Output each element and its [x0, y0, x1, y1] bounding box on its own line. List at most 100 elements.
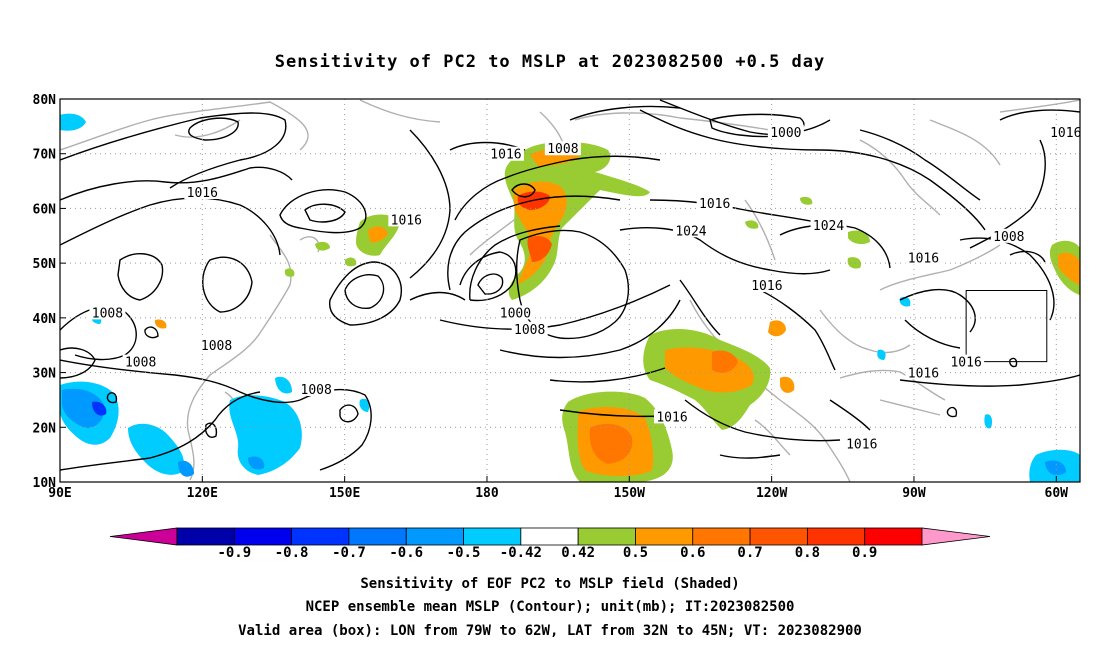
contour-labels: 1016 1008 1008 1008 1008 1016 1016 1008 1000 1008… — [89, 124, 1081, 453]
contour-label-bg — [748, 278, 785, 293]
shade-epac-darkorange — [712, 350, 738, 373]
lat-tick-label: 50N — [33, 257, 57, 272]
contour-label-bg — [905, 250, 942, 265]
contour-label: 1008 — [125, 356, 156, 371]
shade-wpac-green-2 — [315, 241, 330, 251]
shade-north-green — [745, 220, 759, 229]
shade-epac-orange-3 — [780, 376, 795, 393]
shade-neg-blue-3 — [248, 456, 265, 470]
caption-line-2: NCEP ensemble mean MSLP (Contour); unit(… — [306, 599, 795, 615]
caption-line-1: Sensitivity of EOF PC2 to MSLP field (Sh… — [360, 576, 739, 592]
lat-tick-label: 20N — [33, 421, 57, 436]
shade-neg-lightblue-8 — [877, 349, 886, 360]
contour-label: 1024 — [675, 224, 706, 239]
shade-neg-lightblue-5 — [60, 113, 86, 131]
colorbar-swatch — [291, 527, 350, 546]
colorbar-swatch — [864, 527, 923, 546]
contour-label-bg — [511, 321, 548, 336]
lon-tick-label: 150W — [614, 486, 645, 501]
contour-label: 1000 — [500, 306, 531, 321]
shade-neg-lightblue-4 — [275, 376, 292, 394]
contour-label: 1016 — [490, 148, 521, 163]
shade-neg-lightblue-9 — [984, 414, 993, 429]
colorbar-label: 0.42 — [561, 545, 595, 561]
colorbar-under-triangle — [109, 527, 178, 546]
colorbar-swatch — [577, 527, 636, 546]
colorbar-label: -0.42 — [500, 545, 542, 561]
contour-label: 1008 — [514, 323, 545, 338]
contour-label: 1016 — [187, 186, 218, 201]
lat-tick-label: 40N — [33, 312, 57, 327]
contour-label-bg — [1047, 124, 1080, 139]
figure-title: Sensitivity of PC2 to MSLP at 2023082500… — [275, 52, 826, 72]
contour-label-bg — [767, 124, 804, 139]
valid-area-box — [965, 290, 1048, 363]
contour-label-bg — [948, 354, 985, 369]
contour-label-bg — [843, 436, 880, 451]
contour-label: 1008 — [92, 306, 123, 321]
colorbar-label: 0.6 — [680, 545, 705, 561]
contour-label-bg — [298, 381, 335, 396]
contour-label-bg — [184, 185, 221, 200]
colorbar-label: 0.5 — [623, 545, 648, 561]
colorbar-swatch — [806, 527, 866, 546]
caption-line-3: Valid area (box): LON from 79W to 62W, L… — [238, 623, 862, 639]
lon-tick-label: 150E — [329, 486, 360, 501]
contour-label: 1016 — [846, 438, 877, 453]
colorbar-swatch — [692, 527, 751, 546]
colorbar-over-triangle — [921, 527, 991, 546]
contour-label: 1016 — [908, 367, 939, 382]
contour-label: 1024 — [813, 219, 844, 234]
lat-tick-label: 70N — [33, 148, 57, 163]
contour-label: 1016 — [950, 356, 981, 371]
contour-label: 1016 — [656, 410, 687, 425]
colorbar-label: -0.9 — [217, 545, 251, 561]
shade-neg-darkblue-1 — [92, 401, 107, 416]
contour-label: 1008 — [201, 339, 232, 354]
colorbar-swatch — [635, 527, 694, 546]
contour-label-bg — [122, 354, 159, 369]
contour-label-bg — [544, 141, 581, 156]
contour-label-bg — [497, 305, 534, 320]
shade-wpac-green-3 — [344, 257, 357, 267]
shade-neg-blue-1 — [62, 388, 105, 428]
shade-neg-lightblue-2 — [128, 423, 185, 475]
colorbar-label: 0.7 — [737, 545, 762, 561]
lon-tick-label: 120E — [187, 486, 218, 501]
shade-north-green-3 — [847, 257, 862, 269]
shade-north-green-4 — [800, 196, 813, 205]
contour-label-bg — [654, 409, 690, 424]
lon-tick-label: 180 — [475, 486, 499, 501]
contour-label-bg — [198, 338, 235, 353]
colorbar-label: 0.8 — [795, 545, 820, 561]
shade-epac-orange-2 — [768, 320, 786, 337]
contour-label: 1016 — [908, 252, 939, 267]
contour-label: 1016 — [751, 279, 782, 294]
lon-tick-label: 60W — [1045, 486, 1069, 501]
shade-neg-lightblue-3 — [229, 395, 302, 475]
shade-small-green — [284, 268, 295, 277]
contour-label: 1016 — [699, 197, 730, 212]
lon-tick-label: 90W — [902, 486, 926, 501]
lat-tick-label: 10N — [33, 476, 57, 491]
contour-label-bg — [487, 146, 524, 161]
contour-label: 1016 — [1050, 126, 1081, 141]
lat-tick-label: 80N — [33, 93, 57, 108]
contour-label-bg — [696, 195, 733, 210]
colorbar-swatch — [520, 527, 579, 546]
colorbar-label: -0.5 — [447, 545, 481, 561]
contour-label: 1008 — [547, 142, 578, 157]
shade-alaska-red-2 — [527, 236, 552, 262]
map-frame — [59, 98, 1081, 483]
contour-label: 1008 — [993, 230, 1024, 245]
contour-label-bg — [810, 217, 847, 232]
shade-neg-lightblue-11 — [359, 398, 370, 412]
shade-neg-blue-2 — [178, 460, 194, 477]
lat-tick-label: 30N — [33, 367, 57, 382]
shade-atl-small — [154, 319, 167, 329]
shade-atl-orange — [1058, 252, 1080, 285]
colorbar-swatch — [176, 527, 235, 546]
contour-label: 1000 — [770, 126, 801, 141]
